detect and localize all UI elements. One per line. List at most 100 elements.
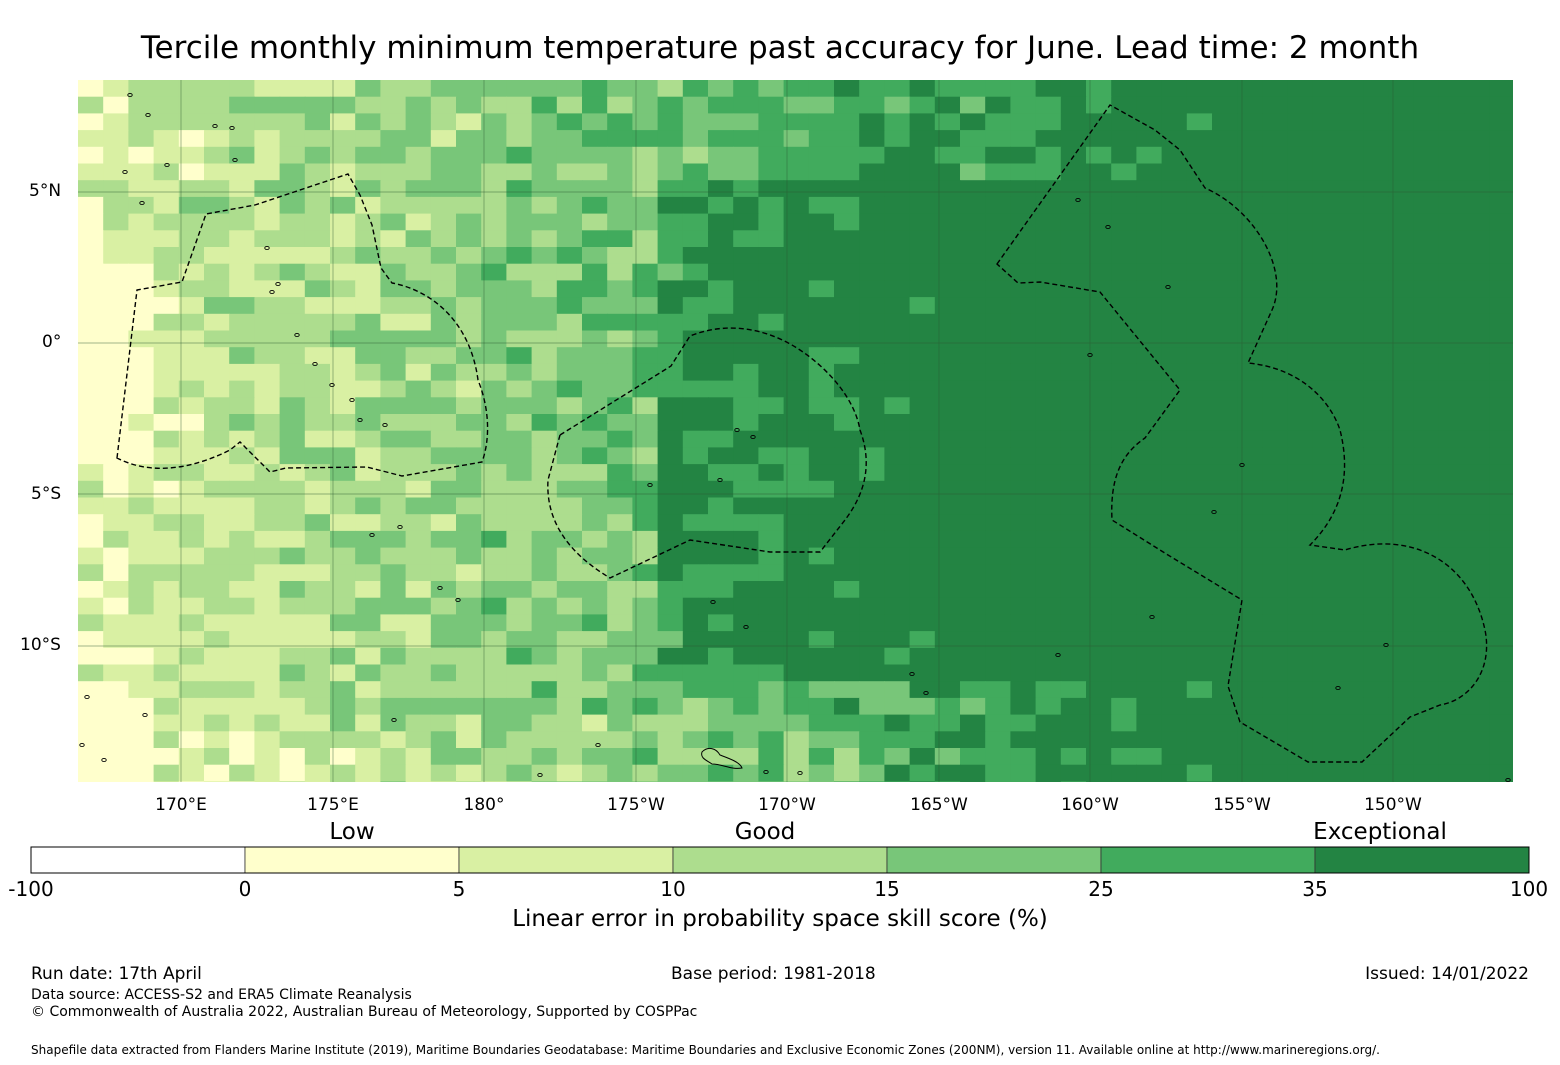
field-cell <box>985 764 1011 782</box>
field-cell <box>380 330 407 348</box>
field-cell <box>960 447 986 465</box>
island-outline <box>595 742 601 748</box>
field-cell <box>153 180 180 198</box>
field-cell <box>758 447 785 465</box>
field-cell <box>103 497 129 515</box>
field-cell <box>380 731 407 749</box>
field-cell <box>1388 96 1415 114</box>
field-cell <box>632 347 659 365</box>
field-cell <box>884 113 911 131</box>
graticule <box>78 80 1513 782</box>
field-cell <box>481 247 507 265</box>
field-cell <box>733 146 759 165</box>
field-cell <box>1262 297 1289 315</box>
field-cell <box>78 714 104 732</box>
field-cell <box>506 748 533 766</box>
field-cell <box>1338 113 1364 131</box>
field-cell <box>808 146 835 165</box>
field-cell <box>304 514 331 532</box>
lon-label: 150°W <box>1364 795 1422 815</box>
field-cell <box>380 96 407 114</box>
field-cell <box>456 447 482 465</box>
field-cell <box>330 213 356 231</box>
field-cell <box>909 196 936 215</box>
field-cell <box>1489 347 1513 365</box>
field-cell <box>1464 731 1490 749</box>
field-cell <box>1312 96 1339 114</box>
island-outline <box>275 281 281 287</box>
field-cell <box>909 597 936 615</box>
field-cell <box>1363 697 1389 716</box>
field-cell <box>1464 631 1490 649</box>
field-cell <box>985 664 1011 682</box>
field-cell <box>934 247 961 265</box>
field-cell <box>103 530 129 549</box>
field-cell <box>1413 597 1440 615</box>
field-cell <box>1161 731 1188 749</box>
field-cell <box>1086 330 1112 348</box>
field-cell <box>1237 163 1263 181</box>
field-cell <box>456 497 482 515</box>
field-cell <box>985 597 1011 615</box>
field-cell <box>204 697 230 716</box>
field-cell <box>430 213 457 231</box>
field-cell <box>531 247 558 265</box>
field-cell <box>834 180 860 198</box>
field-cell <box>1338 347 1364 365</box>
field-cell <box>758 764 785 782</box>
field-cell <box>1287 330 1314 348</box>
field-cell <box>481 263 507 281</box>
field-cell <box>1035 263 1062 281</box>
field-cell <box>556 497 583 515</box>
field-cell <box>1035 564 1062 582</box>
colorbar-segment <box>244 846 460 874</box>
field-cell <box>1111 597 1137 615</box>
field-cell <box>355 163 381 181</box>
field-cell <box>1111 196 1137 215</box>
field-cell <box>531 597 558 615</box>
field-cell <box>1136 196 1163 215</box>
field-cell <box>430 146 457 165</box>
field-cell <box>1136 280 1163 298</box>
field-cell <box>153 497 180 515</box>
field-cell <box>607 180 633 198</box>
field-cell <box>254 597 281 615</box>
field-cell <box>481 196 507 215</box>
field-cell <box>1237 430 1263 448</box>
field-cell <box>1338 564 1364 582</box>
field-cell <box>1060 480 1087 499</box>
field-cell <box>380 80 407 98</box>
field-cell <box>1262 764 1289 782</box>
field-cell <box>1388 213 1415 231</box>
field-cell <box>808 647 835 666</box>
field-cell <box>279 647 306 666</box>
field-cell <box>985 514 1011 532</box>
field-cell <box>783 430 810 448</box>
field-cell <box>884 597 911 615</box>
field-cell <box>1262 697 1289 716</box>
field-cell <box>506 313 533 332</box>
field-cell <box>733 263 759 281</box>
field-cell <box>1060 247 1087 265</box>
field-cell <box>506 363 533 382</box>
field-cell <box>355 146 381 165</box>
field-cell <box>1212 681 1238 699</box>
field-cell <box>355 380 381 398</box>
field-cell <box>834 530 860 549</box>
field-cell <box>909 297 936 315</box>
field-cell <box>1413 146 1440 165</box>
field-cell <box>1111 447 1137 465</box>
field-cell <box>1186 731 1213 749</box>
field-cell <box>1464 313 1490 332</box>
island-outline <box>294 332 300 338</box>
field-cell <box>556 213 583 231</box>
field-cell <box>834 297 860 315</box>
field-cell <box>128 681 155 699</box>
field-cell <box>506 597 533 615</box>
field-cell <box>481 631 507 649</box>
field-cell <box>1312 80 1339 98</box>
field-cell <box>229 430 255 448</box>
field-cell <box>1161 213 1188 231</box>
field-cell <box>733 597 759 615</box>
field-cell <box>985 96 1011 114</box>
